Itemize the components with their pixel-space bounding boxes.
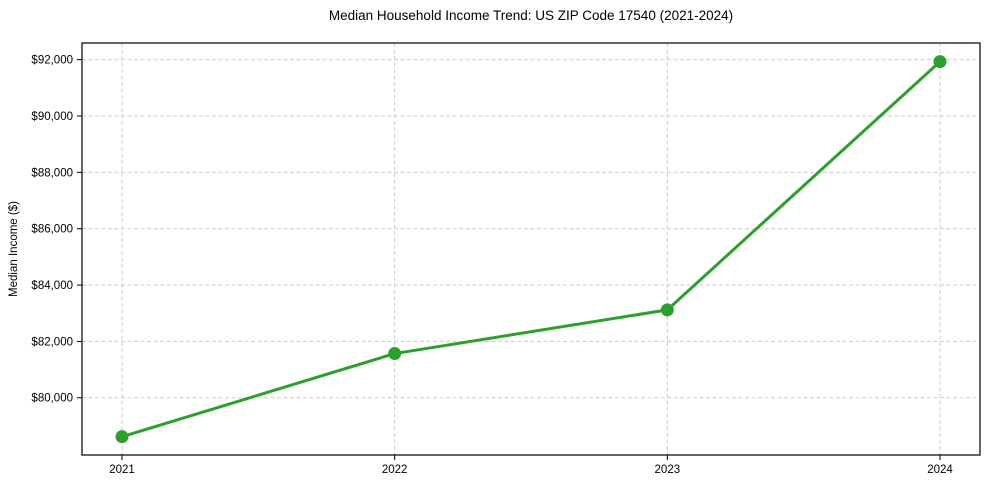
x-tick-label: 2022 [382, 464, 408, 476]
data-point [933, 55, 947, 69]
x-tick-label: 2024 [927, 464, 953, 476]
y-tick-label: $86,000 [31, 224, 73, 236]
x-tick-label: 2023 [655, 464, 681, 476]
x-tick-label: 2021 [109, 464, 135, 476]
plot-border [81, 42, 981, 456]
data-point [660, 303, 674, 317]
data-line [120, 60, 942, 439]
y-tick-label: $88,000 [31, 167, 73, 179]
data-point [388, 347, 402, 361]
y-tick-label: $84,000 [31, 280, 73, 292]
y-tick-label: $92,000 [31, 55, 73, 67]
data-point [115, 430, 129, 444]
y-tick-label: $90,000 [31, 111, 73, 123]
chart-title: Median Household Income Trend: US ZIP Co… [328, 8, 734, 23]
y-tick-label: $82,000 [31, 336, 73, 348]
y-tick-label: $80,000 [31, 393, 73, 405]
